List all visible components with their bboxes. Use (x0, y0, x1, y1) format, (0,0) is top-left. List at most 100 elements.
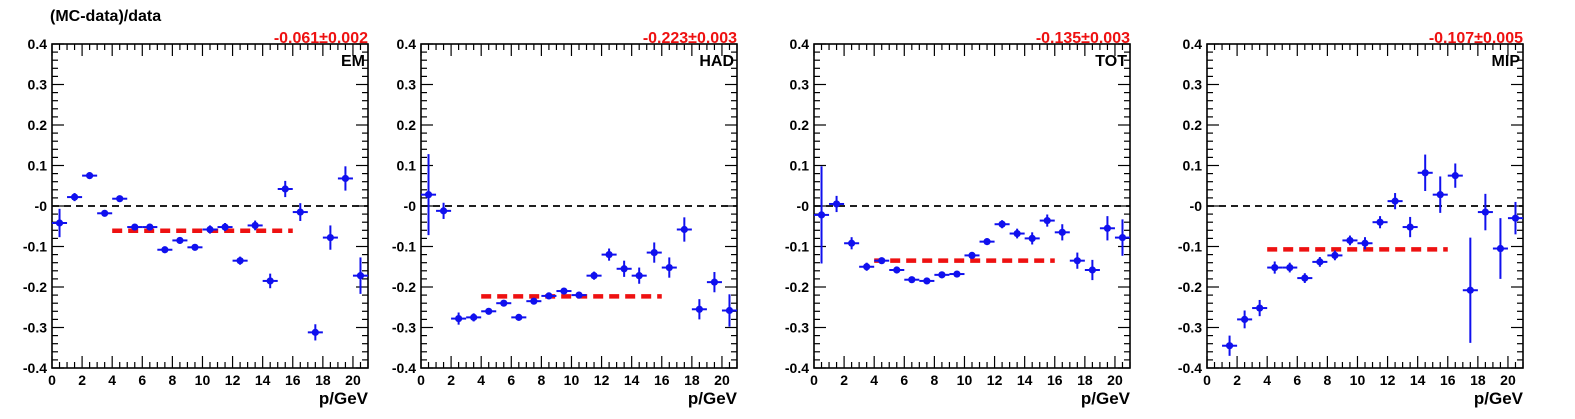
data-point (1391, 197, 1399, 205)
y-tick-label: -0.2 (23, 279, 47, 295)
data-point (70, 193, 79, 201)
data-point (266, 277, 274, 285)
x-tick-label: 8 (930, 372, 938, 388)
data-point (545, 292, 553, 300)
data-point (680, 225, 688, 234)
data-point (55, 219, 64, 227)
data-point (1028, 234, 1036, 242)
data-point (146, 223, 154, 231)
x-axis-label: p/GeV (1474, 389, 1524, 408)
panel-label: EM (341, 53, 365, 70)
y-tick-label: -0.2 (785, 279, 809, 295)
data-point (710, 278, 719, 286)
x-tick-label: 18 (1470, 372, 1486, 388)
data-point (1301, 274, 1309, 282)
data-point (530, 297, 538, 305)
data-point (326, 233, 334, 242)
data-point (1013, 229, 1021, 238)
x-tick-label: 20 (1107, 372, 1123, 388)
data-point (1043, 216, 1051, 225)
data-point (560, 287, 568, 295)
data-point (620, 265, 628, 273)
y-tick-label: 0.2 (28, 117, 48, 133)
data-point (1466, 286, 1474, 294)
y-tick-label: 0.3 (397, 77, 417, 93)
y-tick-label: 0.1 (397, 158, 417, 174)
x-tick-label: 16 (1440, 372, 1456, 388)
x-tick-label: 20 (714, 372, 730, 388)
data-point (356, 272, 365, 280)
y-tick-label: -0.4 (23, 360, 47, 376)
data-point (1058, 228, 1066, 236)
data-point (968, 251, 976, 260)
x-tick-label: 4 (1263, 372, 1271, 388)
data-point (938, 271, 946, 279)
y-tick-label: -0.4 (785, 360, 809, 376)
data-point (1376, 218, 1384, 226)
x-tick-label: 20 (345, 372, 361, 388)
data-point (817, 211, 826, 219)
data-point (1331, 251, 1339, 260)
x-tick-label: 6 (900, 372, 908, 388)
x-tick-label: 0 (810, 372, 818, 388)
fit-result-text: -0.223±0.003 (643, 30, 737, 47)
x-tick-label: 16 (654, 372, 670, 388)
data-point (191, 243, 199, 251)
data-point (131, 223, 139, 231)
x-tick-label: 12 (1380, 372, 1396, 388)
y-tick-label: 0.3 (1183, 77, 1203, 93)
data-point (1286, 263, 1294, 272)
data-point (923, 277, 931, 285)
data-point (1406, 223, 1414, 231)
x-tick-label: 4 (108, 372, 116, 388)
data-point (605, 251, 613, 259)
data-point (311, 328, 319, 336)
x-tick-label: 10 (1350, 372, 1366, 388)
data-point (575, 291, 583, 299)
data-point (998, 220, 1006, 228)
data-point (206, 225, 214, 234)
x-axis-label: p/GeV (688, 389, 738, 408)
data-point (1511, 214, 1520, 222)
x-tick-label: 20 (1500, 372, 1516, 388)
data-point (470, 313, 478, 321)
data-point (983, 238, 991, 246)
data-point (281, 185, 289, 193)
data-point (695, 305, 703, 313)
y-tick-label: 0.2 (397, 117, 417, 133)
x-axis-label: p/GeV (1081, 389, 1131, 408)
x-tick-label: 8 (1323, 372, 1331, 388)
x-tick-label: 6 (507, 372, 515, 388)
data-point (221, 223, 229, 231)
data-point (832, 200, 841, 208)
data-point (424, 191, 433, 199)
data-point (590, 272, 598, 280)
data-point (1271, 263, 1279, 272)
y-axis-title: (MC-data)/data (50, 8, 162, 25)
data-point (1361, 239, 1369, 247)
x-tick-label: 12 (987, 372, 1003, 388)
data-point (101, 209, 109, 217)
x-tick-label: 14 (1410, 372, 1426, 388)
x-tick-label: 6 (138, 372, 146, 388)
y-tick-label: 0.2 (790, 117, 810, 133)
data-point (296, 208, 304, 216)
y-tick-label: -0 (797, 198, 810, 214)
y-tick-label: -0 (1190, 198, 1203, 214)
x-tick-label: 4 (870, 372, 878, 388)
y-tick-label: -0.1 (1178, 239, 1202, 255)
x-tick-label: 4 (477, 372, 485, 388)
x-tick-label: 2 (447, 372, 455, 388)
data-point (725, 306, 734, 315)
data-point (893, 266, 901, 274)
data-point (1451, 172, 1459, 180)
data-point (953, 270, 961, 278)
data-point (1225, 342, 1234, 350)
data-point (341, 174, 350, 183)
data-point (515, 313, 523, 321)
y-tick-label: -0.2 (392, 279, 416, 295)
y-tick-label: 0.2 (1183, 117, 1203, 133)
x-tick-label: 8 (168, 372, 176, 388)
y-tick-label: -0 (35, 198, 48, 214)
